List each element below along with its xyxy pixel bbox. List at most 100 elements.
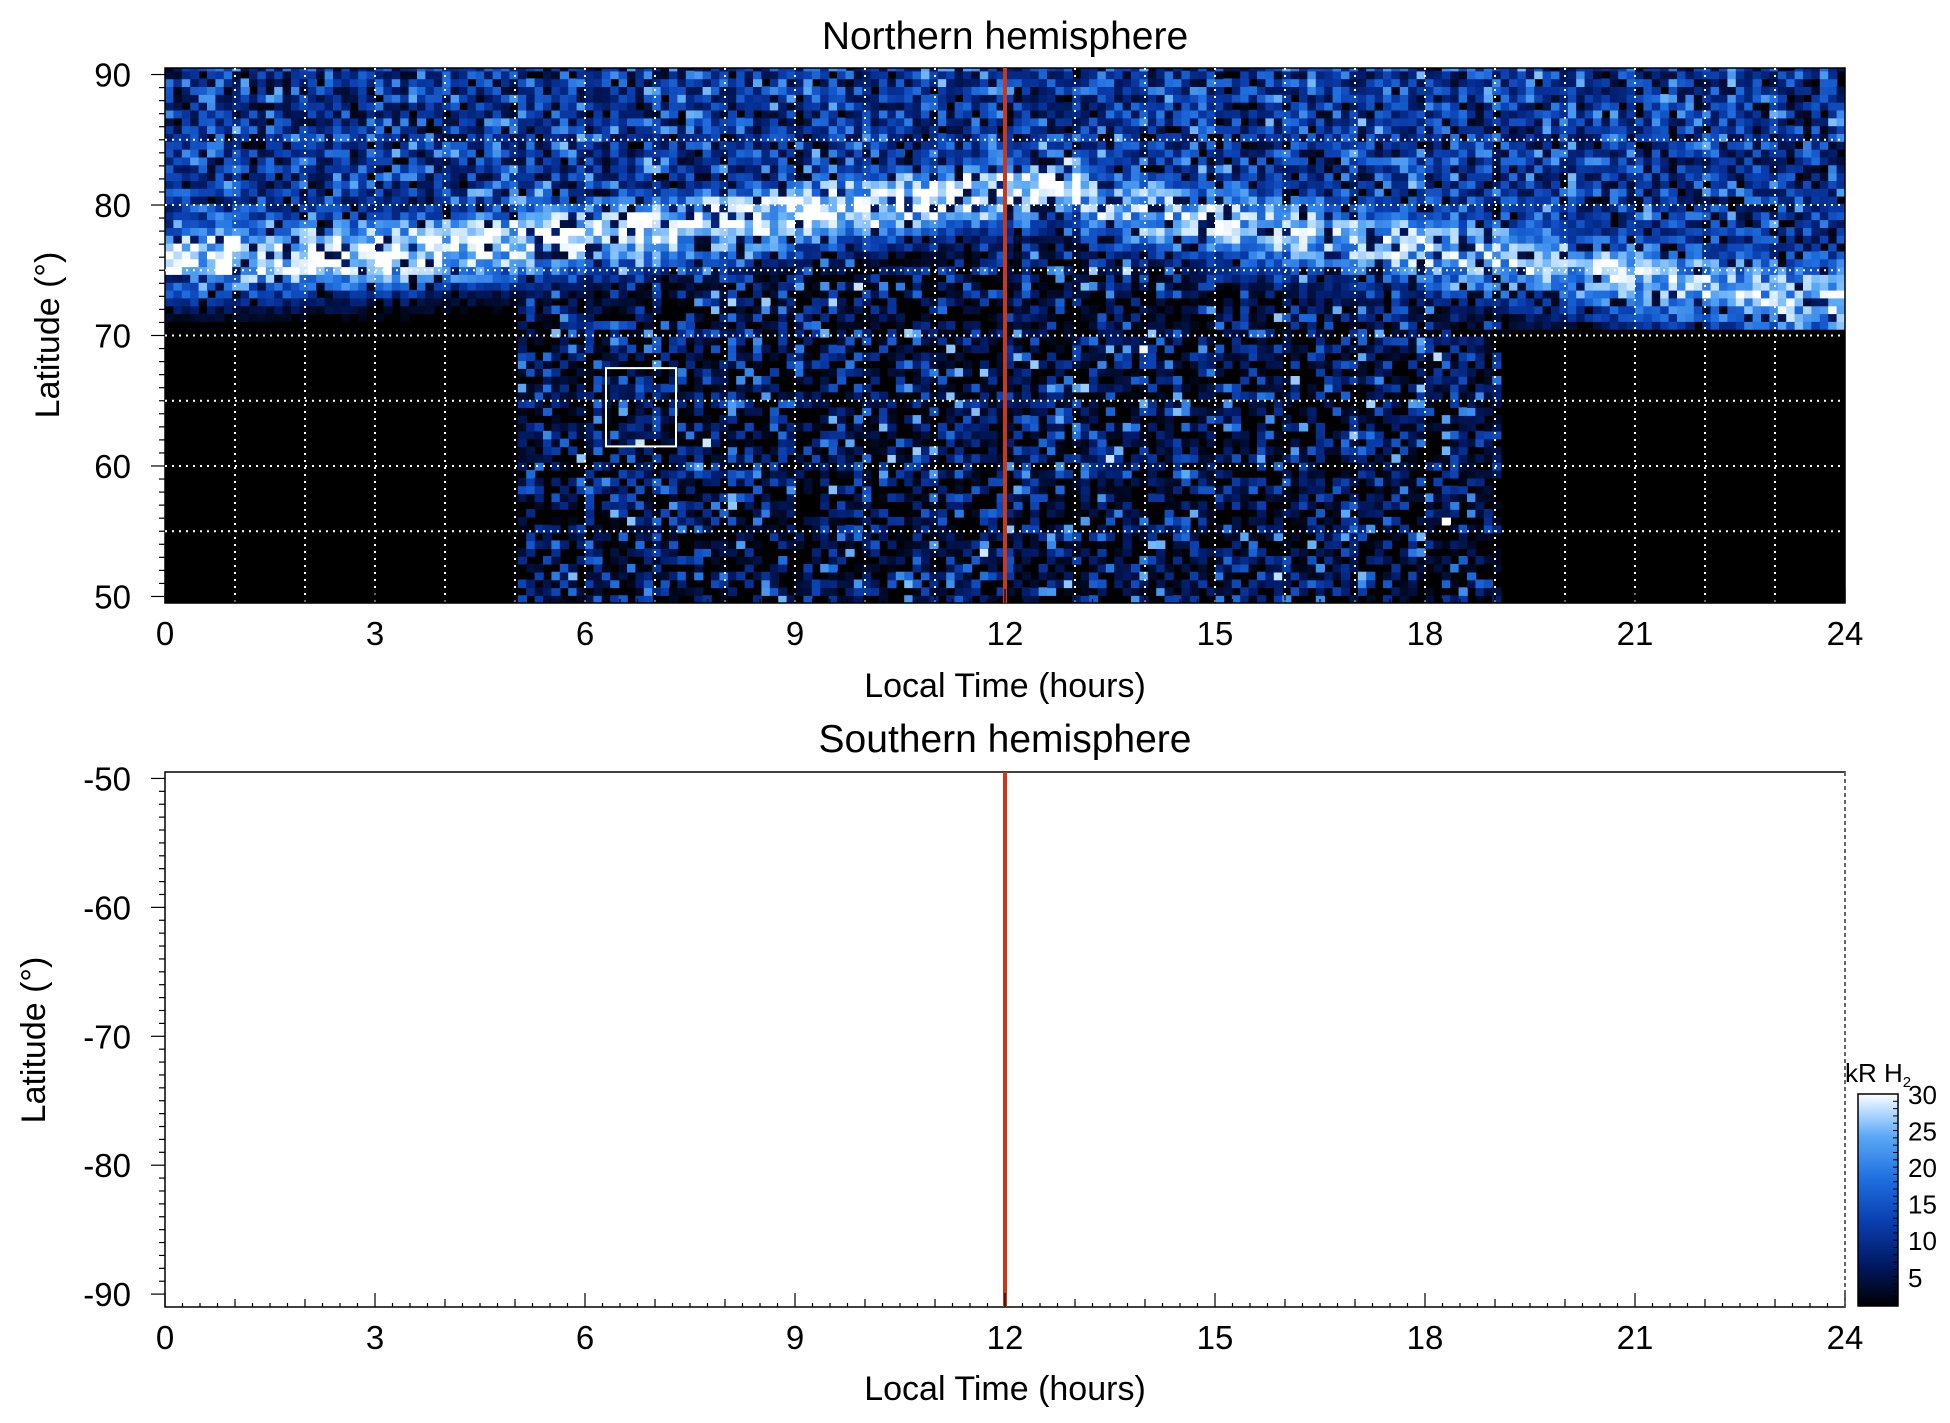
- heatmap-cell: [291, 86, 301, 95]
- heatmap-cell: [173, 297, 183, 307]
- heatmap-cell: [862, 94, 872, 103]
- heatmap-cell: [837, 68, 847, 72]
- heatmap-cell: [921, 454, 931, 463]
- heatmap-cell: [669, 368, 679, 377]
- heatmap-cell: [223, 282, 233, 291]
- heatmap-cell: [803, 250, 813, 260]
- heatmap-cell: [593, 399, 603, 408]
- heatmap-cell: [954, 203, 964, 213]
- heatmap-cell: [484, 227, 494, 236]
- heatmap-cell: [1030, 101, 1040, 111]
- heatmap-cell: [921, 329, 931, 338]
- heatmap-cell: [627, 195, 637, 205]
- heatmap-cell: [198, 117, 208, 127]
- heatmap-cell: [433, 219, 443, 228]
- heatmap-cell: [862, 258, 872, 268]
- heatmap-cell: [383, 156, 393, 166]
- heatmap-cell: [803, 227, 813, 236]
- heatmap-cell: [954, 509, 964, 518]
- heatmap-cell: [249, 219, 259, 228]
- heatmap-cell: [618, 446, 628, 455]
- heatmap-cell: [669, 383, 679, 393]
- heatmap-cell: [526, 360, 536, 369]
- heatmap-cell: [1038, 305, 1048, 315]
- heatmap-cell: [753, 454, 763, 463]
- heatmap-cell: [996, 68, 1006, 72]
- heatmap-cell: [887, 172, 897, 181]
- heatmap-cell: [425, 258, 435, 268]
- heatmap-cell: [971, 70, 981, 80]
- heatmap-cell: [198, 156, 208, 166]
- heatmap-cell: [744, 164, 754, 174]
- heatmap-cell: [190, 172, 200, 181]
- heatmap-cell: [467, 141, 477, 150]
- heatmap-cell: [744, 524, 754, 534]
- heatmap-cell: [660, 156, 670, 166]
- heatmap-cell: [702, 180, 712, 189]
- heatmap-cell: [526, 195, 536, 205]
- heatmap-cell: [190, 195, 200, 205]
- heatmap-cell: [215, 297, 225, 307]
- heatmap-cell: [786, 227, 796, 236]
- heatmap-cell: [257, 86, 267, 95]
- heatmap-cell: [635, 454, 645, 463]
- heatmap-cell: [223, 188, 233, 197]
- heatmap-cell: [643, 595, 653, 603]
- heatmap-cell: [433, 188, 443, 197]
- heatmap-cell: [526, 329, 536, 338]
- heatmap-cell: [601, 250, 611, 260]
- heatmap-cell: [551, 422, 561, 432]
- heatmap-cell: [1080, 94, 1090, 103]
- heatmap-cell: [534, 125, 544, 134]
- heatmap-cell: [862, 125, 872, 134]
- heatmap-cell: [921, 391, 931, 401]
- heatmap-cell: [677, 156, 687, 166]
- heatmap-cell: [207, 70, 217, 80]
- heatmap-cell: [543, 211, 553, 221]
- heatmap-cell: [946, 563, 956, 573]
- heatmap-cell: [761, 344, 771, 354]
- heatmap-cell: [291, 289, 301, 299]
- heatmap-cell: [543, 109, 553, 119]
- heatmap-cell: [610, 524, 620, 534]
- heatmap-cell: [383, 227, 393, 236]
- heatmap-cell: [870, 376, 880, 385]
- heatmap-cell: [803, 321, 813, 330]
- heatmap-cell: [694, 446, 704, 455]
- heatmap-cell: [1038, 250, 1048, 260]
- heatmap-cell: [585, 258, 595, 268]
- heatmap-cell: [425, 164, 435, 174]
- heatmap-cell: [450, 297, 460, 307]
- heatmap-cell: [820, 109, 830, 119]
- heatmap-cell: [820, 211, 830, 221]
- heatmap-cell: [408, 141, 418, 150]
- heatmap-cell: [677, 94, 687, 103]
- heatmap-cell: [979, 399, 989, 408]
- heatmap-cell: [870, 509, 880, 518]
- heatmap-cell: [1089, 70, 1099, 80]
- heatmap-cell: [820, 493, 830, 502]
- heatmap-cell: [593, 266, 603, 275]
- heatmap-cell: [316, 242, 326, 252]
- heatmap-cell: [946, 407, 956, 416]
- heatmap-cell: [543, 180, 553, 189]
- heatmap-cell: [1072, 344, 1082, 354]
- heatmap-cell: [240, 266, 250, 275]
- heatmap-cell: [811, 188, 821, 197]
- heatmap-cell: [484, 274, 494, 283]
- heatmap-cell: [744, 383, 754, 393]
- heatmap-cell: [223, 68, 233, 72]
- heatmap-cell: [551, 227, 561, 236]
- heatmap-cell: [778, 422, 788, 432]
- heatmap-cell: [702, 540, 712, 549]
- heatmap-cell: [181, 94, 191, 103]
- heatmap-cell: [979, 368, 989, 377]
- heatmap-cell: [711, 344, 721, 354]
- heatmap-cell: [593, 305, 603, 315]
- heatmap-cell: [870, 195, 880, 205]
- heatmap-cell: [1080, 548, 1090, 557]
- heatmap-cell: [862, 548, 872, 557]
- heatmap-cell: [643, 532, 653, 542]
- heatmap-cell: [181, 188, 191, 197]
- heatmap-cell: [635, 297, 645, 307]
